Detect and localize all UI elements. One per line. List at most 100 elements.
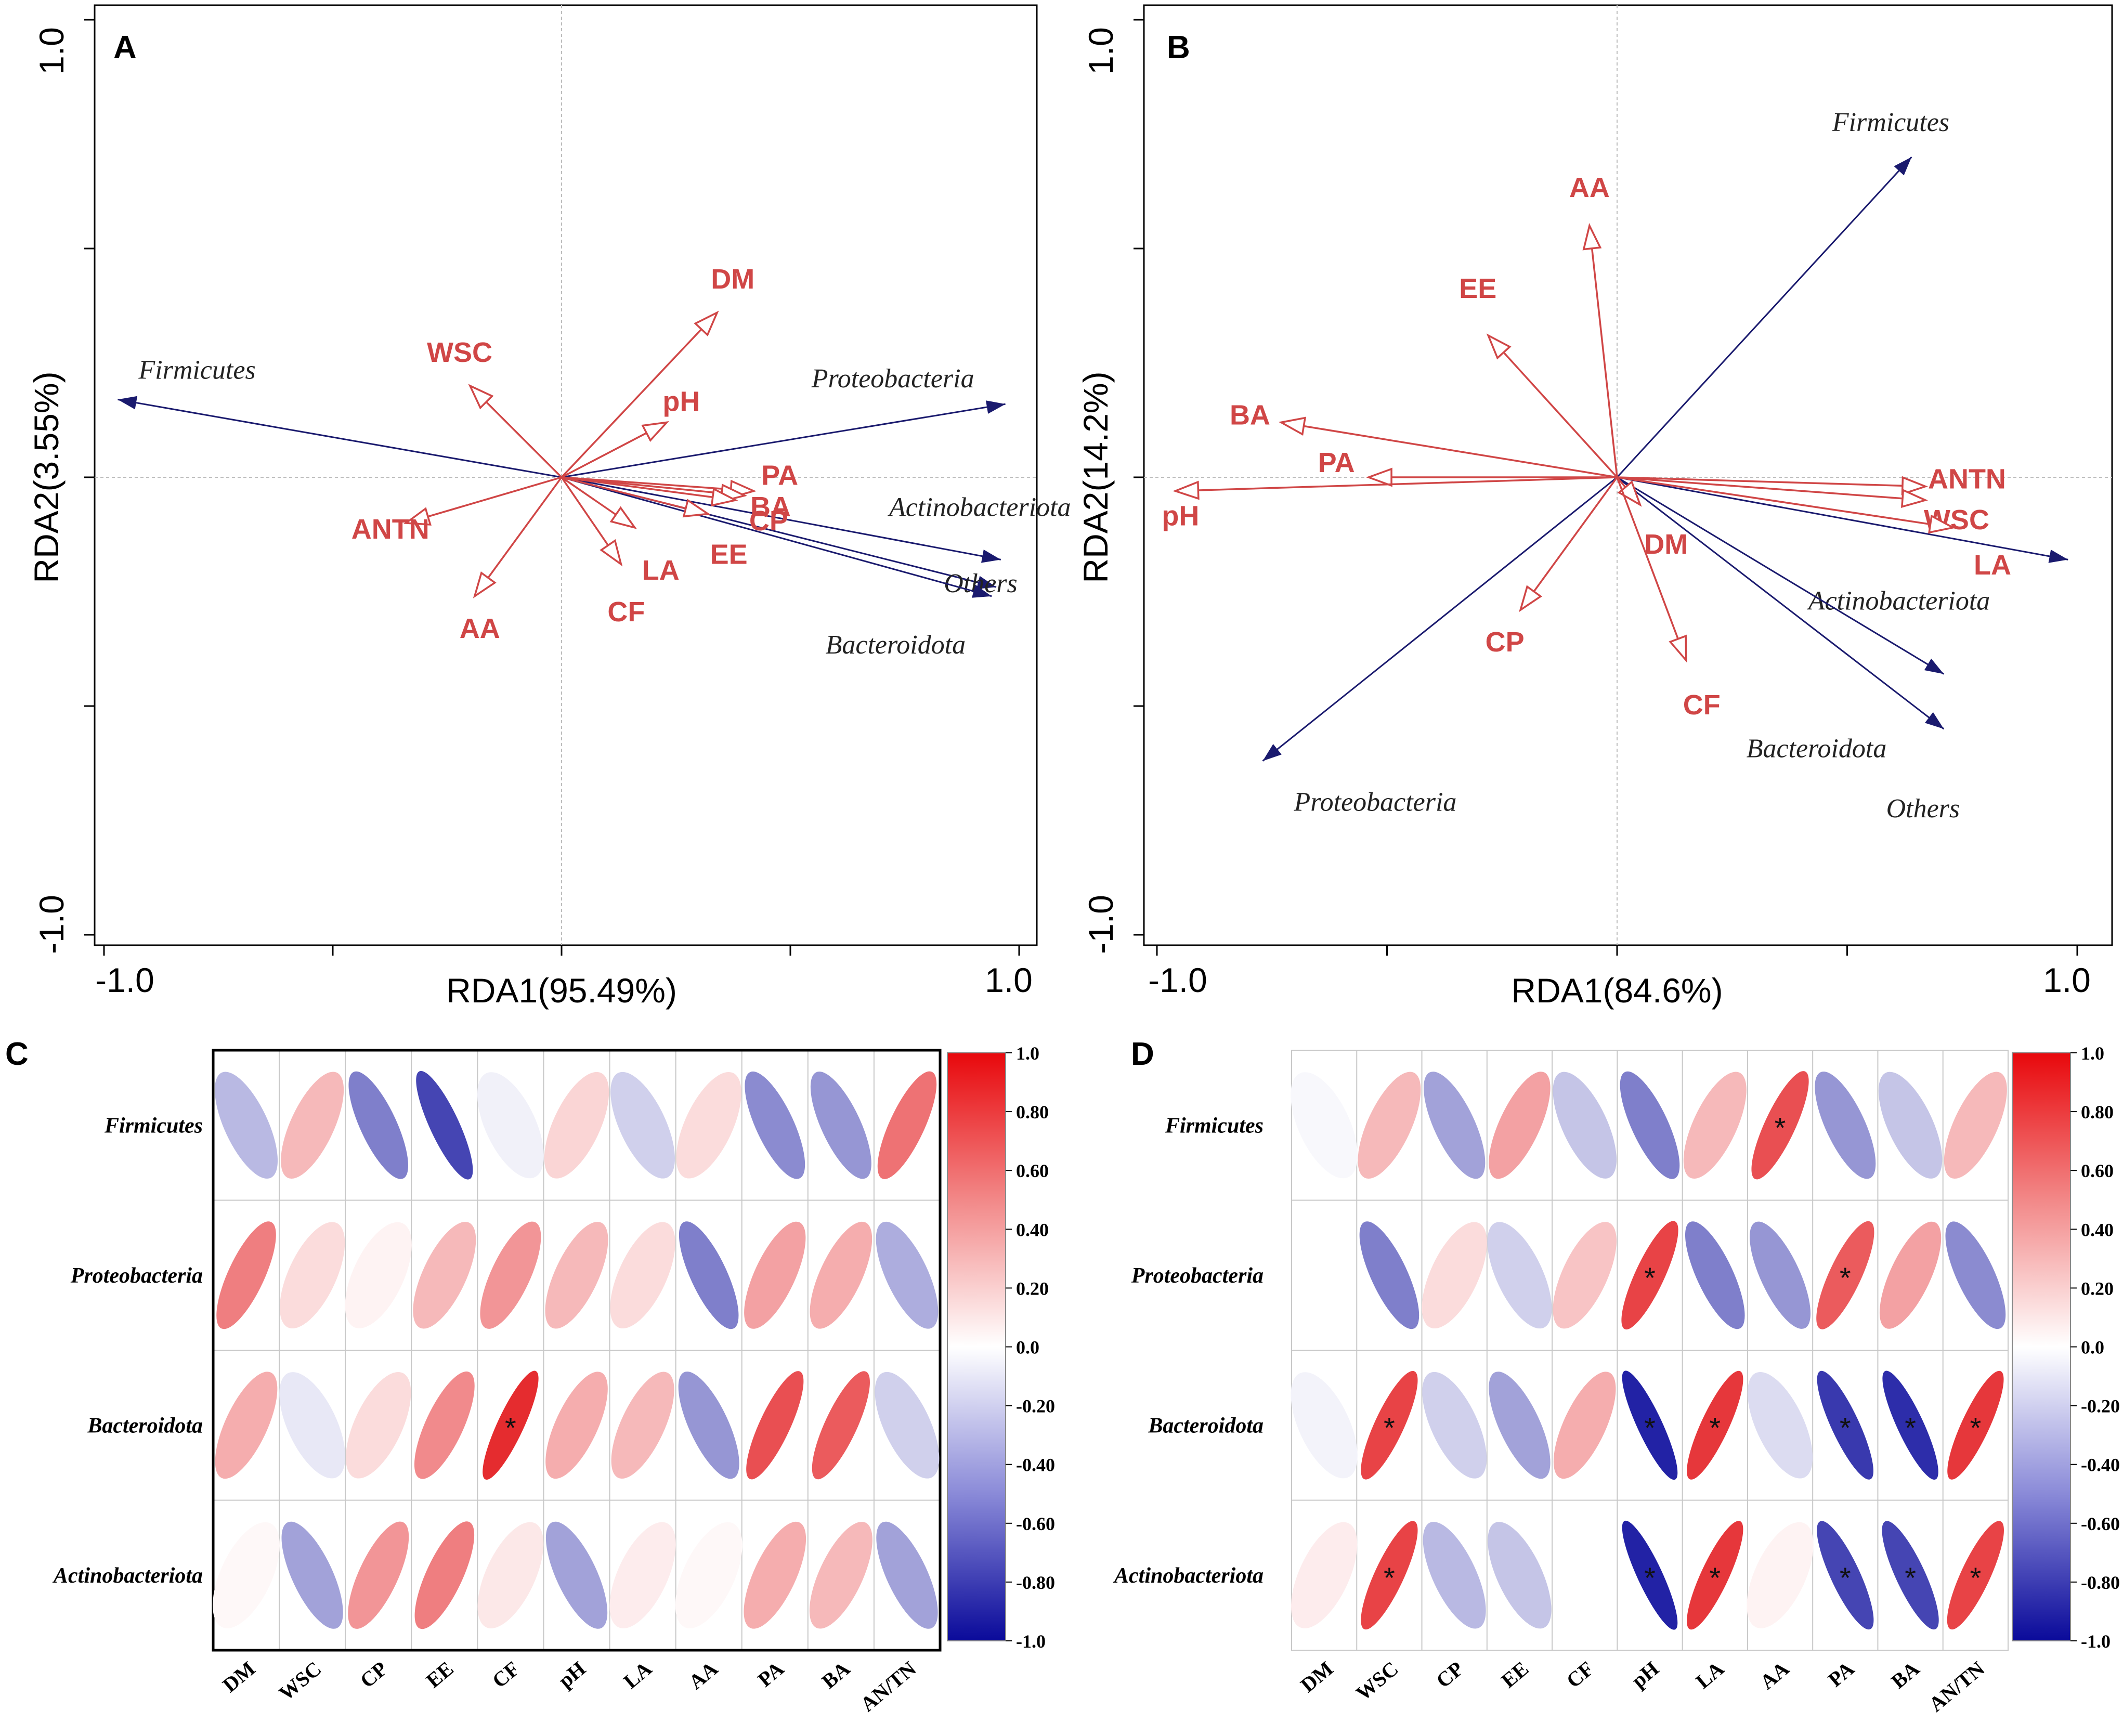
correlation-ellipse: [414, 1371, 475, 1479]
row-label-firmicutes: Firmicutes: [1165, 1114, 1264, 1138]
column-label-ba: BA: [1886, 1656, 1924, 1693]
env-arrow-head: [1900, 489, 1929, 508]
correlation-ellipse: [1687, 1370, 1743, 1480]
correlation-ellipse: [877, 1071, 937, 1179]
env-vector-antn: ANTN: [351, 476, 562, 545]
correlation-ellipse: [1878, 1072, 1943, 1179]
correlation-ellipse: [413, 1222, 476, 1329]
x-axis-label: RDA1(95.49%): [446, 971, 677, 1010]
column-label-cf: CF: [1562, 1656, 1598, 1692]
species-arrow-head: [1894, 157, 1912, 176]
column-label-ph: pH: [554, 1656, 590, 1692]
env-arrow-line: [561, 476, 709, 515]
column-label-pa: PA: [1824, 1656, 1859, 1691]
env-arrow-head: [641, 421, 669, 442]
significance-star: *: [1840, 1561, 1851, 1594]
column-label-ph: pH: [1627, 1656, 1663, 1692]
correlation-ellipse: [812, 1371, 870, 1480]
env-label: CF: [607, 596, 645, 628]
colorbar-tick-label: 0.40: [2081, 1219, 2114, 1240]
species-arrow-line: [561, 403, 1006, 478]
env-vector-la: LA: [561, 476, 680, 586]
correlation-ellipse: [215, 1372, 278, 1479]
env-label: pH: [662, 386, 700, 417]
correlation-ellipse: [675, 1522, 743, 1628]
y-tick-label-top: 1.0: [32, 27, 71, 75]
column-label-dm: DM: [218, 1656, 259, 1696]
species-vector-proteobacteria: Proteobacteria: [561, 364, 1006, 478]
env-label: EE: [1459, 273, 1496, 304]
column-label-aa: AA: [684, 1656, 722, 1694]
correlation-ellipse: [810, 1221, 872, 1329]
species-vector-actinobacteriota: Actinobacteriota: [561, 476, 1071, 563]
correlation-ellipse: [678, 1372, 739, 1479]
env-arrow-head: [1901, 476, 1929, 495]
heatmap-labels-d: Firmicutes Proteobacteria Bacteroidota Acti…: [1113, 1114, 1989, 1716]
env-label: WSC: [427, 337, 492, 368]
colorbar-tick-label: 0.60: [2081, 1160, 2114, 1181]
row-label-bacteroidota: Bacteroidota: [87, 1414, 203, 1438]
species-vector-bacteroidota: Bacteroidota: [561, 476, 992, 660]
correlation-heatmap-d: D * * * * * * * * * * * * * * * Firmicutes Proteobacter…: [1113, 1036, 2120, 1716]
env-vector-dm: DM: [1616, 476, 1688, 560]
correlation-ellipse: [281, 1521, 343, 1629]
species-vector-proteobacteria: Proteobacteria: [1262, 476, 1618, 817]
y-tick-label-bottom: -1.0: [32, 895, 71, 954]
env-arrow-line: [1588, 225, 1618, 478]
colorbar-tick-label: 1.0: [1016, 1043, 1039, 1064]
y-tick-label-bottom: -1.0: [1082, 895, 1120, 954]
species-label: Firmicutes: [1832, 108, 1949, 137]
correlation-ellipse: [679, 1221, 739, 1329]
colorbar-tick-label: 1.0: [2081, 1043, 2104, 1064]
env-label: PA: [761, 460, 798, 491]
species-arrow-head: [1262, 743, 1282, 761]
correlation-ellipse: [1882, 1370, 1938, 1480]
rda-biplot-a: A -1.0 1.0 1.0 -1.0 RDA1(95.49%) RDA2(3.…: [27, 4, 1071, 1010]
env-label: pH: [1162, 500, 1199, 531]
heatmap-cells-c: *: [212, 1049, 942, 1652]
correlation-ellipse: [1553, 1222, 1617, 1329]
column-label-wsc: WSC: [1351, 1656, 1403, 1705]
species-arrow-head: [981, 549, 1001, 563]
env-arrow-head: [1582, 223, 1602, 251]
colorbar-gradient: [2012, 1052, 2071, 1641]
correlation-ellipse: [1683, 1072, 1747, 1179]
significance-star: *: [1970, 1561, 1981, 1594]
species-vector-others: Others: [1617, 476, 1960, 824]
env-arrow-head: [1928, 514, 1956, 534]
significance-star: *: [1709, 1561, 1721, 1594]
panel-letter-c: C: [5, 1036, 29, 1072]
correlation-ellipse: [545, 1521, 608, 1629]
colorbar-tick-label: 0.20: [1016, 1278, 1049, 1299]
correlation-ellipse: [1750, 1221, 1811, 1329]
species-label: Others: [1886, 794, 1960, 824]
env-label: CP: [1486, 626, 1525, 658]
species-arrow-line: [561, 476, 992, 597]
column-label-cf: CF: [488, 1656, 524, 1692]
significance-star: *: [1905, 1411, 1916, 1444]
env-vector-cp: CP: [1486, 476, 1618, 658]
correlation-ellipse: [1879, 1221, 1942, 1329]
correlation-ellipse: [1361, 1370, 1418, 1480]
colorbar-tick-label: 0.80: [2081, 1102, 2114, 1122]
correlation-ellipse: [1424, 1072, 1486, 1179]
correlation-ellipse: [746, 1371, 804, 1480]
column-label-an-tn: AN/TN: [856, 1656, 920, 1716]
env-arrow-head: [1365, 467, 1392, 487]
species-arrow-line: [1262, 476, 1618, 762]
colorbar-tick-label: -0.80: [1016, 1572, 1055, 1593]
colorbar-tick-label: 0.20: [2081, 1278, 2114, 1299]
env-arrow-head: [609, 506, 637, 529]
vectors-a: Firmicutes Proteobacteria Actinobacteriota…: [118, 264, 1071, 660]
correlation-ellipse: [1747, 1372, 1813, 1479]
colorbar-tick-label: -0.40: [2081, 1455, 2120, 1476]
correlation-ellipse: [1685, 1221, 1745, 1329]
y-axis-label: RDA2(3.55%): [27, 371, 66, 583]
significance-star: *: [1644, 1261, 1656, 1294]
env-label: LA: [642, 555, 680, 586]
env-arrow-head: [1486, 333, 1512, 360]
colorbar-tick-label: -0.20: [1016, 1396, 1055, 1417]
env-label: CF: [1683, 689, 1721, 721]
correlation-ellipse: [483, 1370, 539, 1480]
env-vector-aa: AA: [460, 476, 563, 644]
